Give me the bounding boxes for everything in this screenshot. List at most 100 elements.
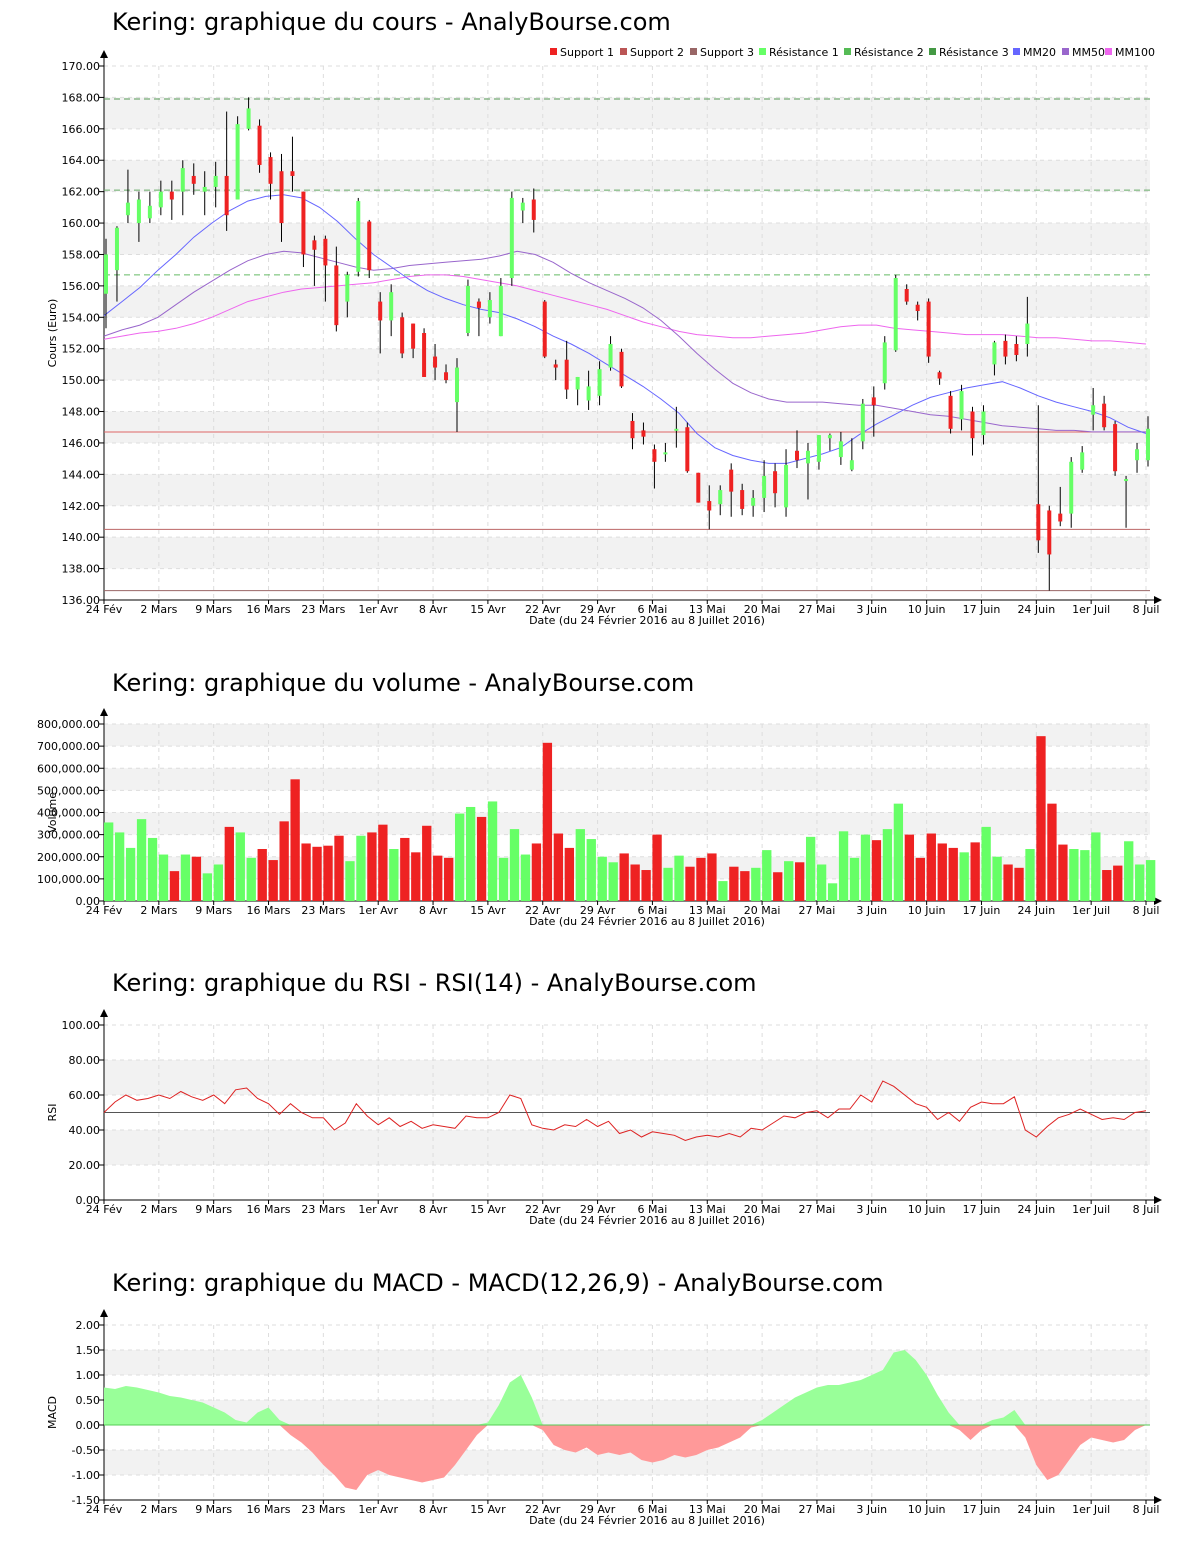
legend-label: Résistance 2 <box>854 46 924 59</box>
x-tick-label: 9 Mars <box>195 603 232 616</box>
x-tick-label: 1er Juil <box>1072 904 1110 917</box>
x-tick-label: 15 Avr <box>470 603 506 616</box>
volume-bar <box>290 779 300 901</box>
y-axis-arrow <box>100 1309 108 1317</box>
x-tick-label: 8 Juil <box>1133 1203 1160 1216</box>
legend-swatch <box>690 48 697 55</box>
candle-body <box>1069 461 1074 514</box>
y-tick-label: 80.00 <box>69 1054 101 1067</box>
rsi-line <box>103 1080 1147 1142</box>
candle-body <box>356 201 361 272</box>
candle-body <box>948 395 953 429</box>
candle-body <box>784 464 789 508</box>
x-tick-label: 16 Mars <box>247 603 291 616</box>
volume-bar <box>992 856 1002 901</box>
y-tick-label: 2.00 <box>76 1319 101 1332</box>
candle-body <box>312 240 317 250</box>
candle-body <box>1080 452 1085 470</box>
volume-bar <box>1069 849 1079 901</box>
x-tick-label: 10 Juin <box>908 1203 946 1216</box>
x-tick-label: 1er Juil <box>1072 1503 1110 1516</box>
candle-body <box>685 427 690 472</box>
x-tick-label: 1er Juil <box>1072 603 1110 616</box>
volume-bar <box>652 834 662 901</box>
y-tick-label: 152.00 <box>62 343 101 356</box>
legend-label: MM100 <box>1115 46 1155 59</box>
x-tick-label: 3 Juin <box>856 603 887 616</box>
x-tick-label: 1er Avr <box>358 603 398 616</box>
volume-chart-title: Kering: graphique du volume - AnalyBours… <box>112 669 695 697</box>
candle-body <box>454 367 459 403</box>
candle-body <box>542 301 547 357</box>
y-axis-arrow <box>100 50 108 58</box>
volume-bar <box>498 857 509 901</box>
volume-bar <box>1047 803 1057 901</box>
y-tick-label: 138.00 <box>62 563 101 576</box>
candle-body <box>827 435 832 439</box>
y-tick-label: 1.50 <box>76 1344 101 1357</box>
candle-body <box>509 197 514 279</box>
candle-body <box>498 285 503 337</box>
candle-body <box>959 391 964 420</box>
volume-bar <box>520 854 531 901</box>
candle-body <box>1135 449 1140 461</box>
legend-label: Support 3 <box>700 46 754 59</box>
candle-body <box>1091 405 1096 415</box>
volume-bar <box>553 833 564 901</box>
x-axis-arrow <box>1154 596 1162 604</box>
x-tick-label: 10 Juin <box>908 603 946 616</box>
y-tick-label: -1.00 <box>72 1469 100 1482</box>
y-tick-label: 0.00 <box>76 1194 101 1207</box>
y-axis-label: Cours (Euro) <box>46 299 59 368</box>
y-tick-label: 140.00 <box>62 531 101 544</box>
volume-bar <box>509 829 520 901</box>
y-tick-label: 1.00 <box>76 1369 101 1382</box>
candle-body <box>751 497 756 506</box>
candle-body <box>465 285 470 333</box>
volume-bar <box>158 854 169 901</box>
candle-body <box>224 175 229 216</box>
candle-body <box>279 171 284 224</box>
x-tick-label: 3 Juin <box>856 1203 887 1216</box>
x-axis-arrow <box>1154 1196 1162 1204</box>
band <box>104 1450 1150 1475</box>
volume-bar <box>926 833 936 901</box>
band <box>104 474 1150 506</box>
candle-body <box>871 397 876 406</box>
x-tick-label: 29 Avr <box>580 603 616 616</box>
band <box>104 223 1150 255</box>
y-tick-label: 800,000.00 <box>37 718 100 731</box>
x-tick-label: 24 Juin <box>1017 1203 1055 1216</box>
volume-bar <box>433 855 443 901</box>
candle-body <box>301 191 306 255</box>
volume-bar <box>575 829 585 901</box>
volume-bar <box>301 843 311 901</box>
macd-chart-title: Kering: graphique du MACD - MACD(12,26,9… <box>112 1269 884 1297</box>
volume-bar <box>465 806 476 901</box>
candle-body <box>476 301 481 308</box>
y-axis-arrow <box>100 1009 108 1017</box>
y-axis-label: RSI <box>46 1104 59 1122</box>
candle-body <box>729 469 734 492</box>
y-tick-label: 500,000.00 <box>37 784 100 797</box>
volume-bar <box>400 837 410 901</box>
x-tick-label: 8 Avr <box>419 904 448 917</box>
volume-bar <box>849 857 860 901</box>
x-axis-label: Date (du 24 Février 2016 au 8 Juillet 20… <box>529 1214 765 1227</box>
volume-bar <box>795 862 805 901</box>
price-chart-title: Kering: graphique du cours - AnalyBourse… <box>112 8 671 36</box>
y-axis-label: Volume <box>46 792 59 833</box>
x-tick-label: 10 Juin <box>908 904 946 917</box>
x-tick-label: 23 Mars <box>301 1203 345 1216</box>
candle-body <box>202 186 207 192</box>
candle-body <box>169 191 174 200</box>
volume-bar <box>805 836 816 901</box>
x-tick-label: 1er Avr <box>358 1503 398 1516</box>
candle-body <box>246 108 251 129</box>
volume-bar <box>564 847 574 901</box>
volume-bar <box>718 881 728 901</box>
legend-label: MM20 <box>1023 46 1056 59</box>
x-tick-label: 13 Mai <box>689 1503 726 1516</box>
volume-bar <box>389 849 399 901</box>
legend-swatch <box>844 48 851 55</box>
